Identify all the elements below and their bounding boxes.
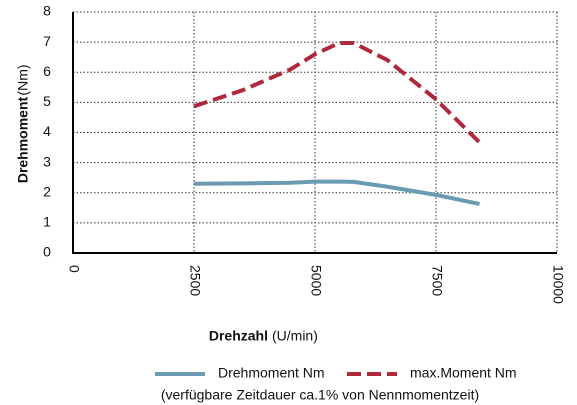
series-line bbox=[193, 41, 481, 144]
note: (verfügbare Zeitdauer ca.1% von Nennmome… bbox=[161, 387, 479, 403]
x-axis-label: Drehzahl bbox=[209, 328, 268, 344]
y-tick-label: 1 bbox=[43, 214, 51, 230]
x-axis-label-unit: (U/min) bbox=[272, 328, 318, 344]
x-tick-label: 2500 bbox=[187, 265, 203, 296]
y-tick-label: 4 bbox=[43, 123, 51, 139]
y-tick-label: 7 bbox=[43, 33, 51, 49]
y-axis-label-unit: (Nm) bbox=[15, 64, 31, 95]
legend-label: Drehmoment Nm bbox=[218, 365, 325, 381]
y-axis-label-group: Drehmoment (Nm) bbox=[15, 64, 31, 183]
x-tick-label: 5000 bbox=[308, 265, 324, 296]
y-tick-label: 3 bbox=[43, 153, 51, 169]
y-tick-label: 8 bbox=[43, 3, 51, 19]
y-tick-label: 0 bbox=[43, 244, 51, 260]
x-tick-label: 7500 bbox=[429, 265, 445, 296]
x-tick-label: 0 bbox=[66, 265, 82, 273]
y-tick-label: 2 bbox=[43, 183, 51, 199]
x-tick-label: 10000 bbox=[550, 265, 566, 304]
y-tick-label: 6 bbox=[43, 63, 51, 79]
y-axis-label: Drehmoment bbox=[15, 96, 31, 183]
legend-label: max.Moment Nm bbox=[410, 365, 517, 381]
series-line bbox=[193, 179, 480, 206]
y-tick-label: 5 bbox=[43, 93, 51, 109]
